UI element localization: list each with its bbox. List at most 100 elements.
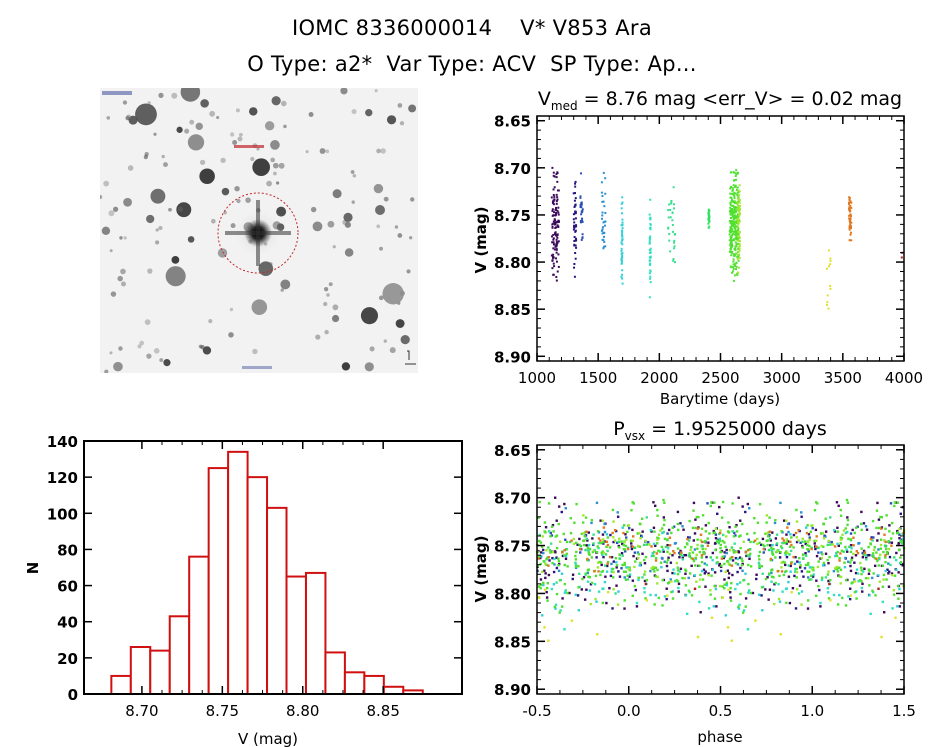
phase-point (872, 572, 875, 575)
phase-point (721, 555, 724, 558)
phase-point (608, 555, 612, 559)
field-star (123, 197, 132, 207)
lightcurve-point (734, 254, 737, 257)
lightcurve-point (649, 216, 652, 219)
phase-point (632, 554, 635, 558)
phase-point (687, 589, 691, 592)
phase-point (829, 516, 832, 519)
phase-point (814, 528, 818, 532)
phase-point (718, 531, 722, 535)
phase-point (805, 531, 809, 535)
phase-point (846, 530, 849, 534)
lightcurve-point (733, 202, 736, 205)
histogram-bar (207, 467, 230, 695)
lightcurve-point (556, 171, 559, 174)
lightcurve-point (735, 252, 738, 255)
phase-point (563, 502, 566, 506)
phase-point (862, 522, 866, 525)
phase-point (816, 565, 820, 569)
phase-point (688, 552, 691, 555)
lightcurve-point (731, 189, 734, 192)
lightcurve-point (848, 214, 851, 217)
phase-point (860, 566, 863, 569)
phase-point (810, 574, 813, 577)
phase-point (882, 611, 886, 614)
lightcurve-point (733, 195, 736, 198)
phase-point (703, 572, 707, 575)
phase-point (666, 569, 669, 573)
phase-point (824, 576, 828, 579)
histogram-ylabel: N (24, 562, 42, 575)
survey-label-mark (102, 91, 132, 95)
phase-point (691, 557, 695, 561)
phase-point (541, 535, 544, 538)
lightcurve-point (553, 195, 556, 198)
phase-point (849, 550, 853, 554)
phase-point (606, 560, 610, 564)
field-star (344, 248, 354, 257)
phase-point (720, 516, 724, 519)
phase-point (538, 533, 541, 537)
phase-point (616, 511, 619, 514)
lightcurve-point (557, 253, 560, 256)
phase-point (739, 566, 742, 570)
phase-point (566, 565, 569, 568)
phase-point (662, 523, 666, 527)
lightcurve-point (734, 192, 737, 195)
y-tick-label: 120 (47, 469, 78, 487)
phase-point (850, 558, 853, 562)
phase-point (686, 537, 689, 541)
phase-point (876, 539, 879, 542)
phase-point (692, 501, 696, 505)
phase-point (644, 539, 647, 543)
lightcurve-point (734, 205, 737, 208)
lightcurve-point (731, 214, 734, 217)
lightcurve-point (574, 230, 577, 233)
phase-point (671, 590, 674, 593)
phase-point (715, 556, 719, 559)
lightcurve-point (557, 265, 560, 268)
lightcurve-point (736, 171, 739, 174)
phase-point (647, 540, 650, 544)
phase-point (775, 543, 778, 547)
phase-point (761, 609, 764, 612)
phase-point (787, 575, 791, 578)
phase-point (692, 539, 696, 542)
lightcurve-point (730, 196, 733, 199)
phase-point (894, 558, 898, 562)
phase-point (631, 594, 634, 598)
phase-point (700, 554, 704, 557)
phase-point (690, 557, 693, 560)
phase-point (756, 542, 759, 546)
lightcurve-point (553, 248, 556, 251)
phase-point (890, 541, 894, 544)
phase-point (781, 590, 784, 593)
phase-point (645, 578, 648, 582)
phase-point (604, 575, 607, 578)
lightcurve-point (731, 243, 734, 246)
lightcurve-point (735, 234, 738, 237)
phase-point (688, 572, 692, 575)
field-star (332, 189, 342, 199)
phase-point (622, 524, 626, 527)
field-star (397, 233, 403, 238)
lightcurve-point (620, 260, 623, 263)
sky-stars (100, 88, 417, 373)
phase-point (786, 526, 789, 529)
lightcurve-point (672, 258, 675, 261)
phase-point (855, 568, 859, 571)
phase-point (645, 516, 648, 519)
phase-point (794, 555, 797, 559)
phase-point (785, 540, 789, 544)
lightcurve-point (847, 207, 850, 210)
field-star (221, 187, 230, 196)
lightcurve-point (574, 210, 577, 213)
phase-point (581, 577, 584, 581)
phase-point (855, 549, 858, 553)
phase-point (698, 550, 702, 554)
phase-point (789, 533, 792, 536)
phase-point (832, 569, 836, 573)
phase-point (877, 548, 880, 551)
lightcurve-point (736, 257, 739, 260)
